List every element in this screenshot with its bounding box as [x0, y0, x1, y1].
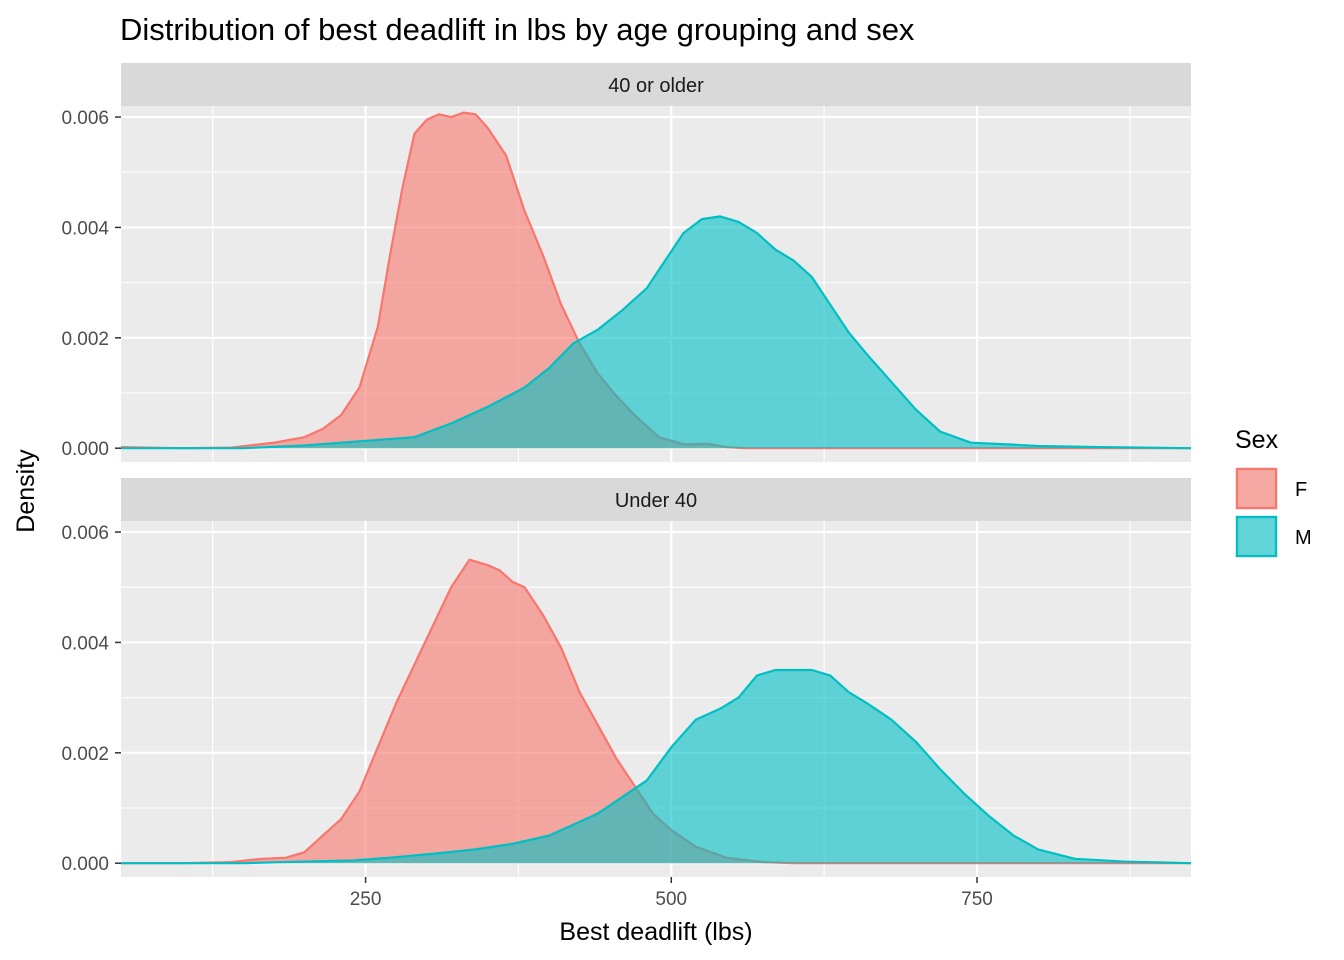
- y-axis-title: Density: [12, 449, 40, 533]
- y-tick-label: 0.002: [61, 329, 109, 350]
- density-area-M: [121, 216, 1191, 449]
- density-area-F: [121, 559, 1191, 864]
- density-line-M: [121, 215, 1192, 450]
- legend-title: Sex: [1235, 426, 1279, 454]
- chart-title: Distribution of best deadlift in lbs by …: [120, 12, 915, 47]
- y-tick-label: 0.006: [61, 108, 109, 129]
- legend-key-F: [1235, 467, 1278, 510]
- panel-40-or-older: 40 or older 0.000 0.002 0.004 0.006: [61, 63, 1192, 462]
- x-tick-label: 250: [350, 889, 382, 910]
- panel-under-40: Under 40 0.000 0.002 0.004 0.006: [61, 478, 1192, 877]
- y-tick-label: 0.004: [61, 633, 109, 654]
- x-axis: 250 500 750: [350, 877, 993, 910]
- legend: Sex FM: [1235, 426, 1312, 558]
- x-tick-label: 750: [961, 889, 993, 910]
- panel-series: [120, 111, 1192, 450]
- legend-key-M: [1235, 515, 1278, 558]
- strip-background: [121, 63, 1191, 106]
- strip-label-under-40: Under 40: [615, 490, 697, 512]
- panel-grid: [121, 521, 1191, 877]
- y-tick-label: 0.000: [61, 854, 109, 875]
- y-tick-label: 0.002: [61, 744, 109, 765]
- strip-label-40-or-older: 40 or older: [608, 75, 704, 97]
- y-axis: 0.000 0.002 0.004 0.006: [61, 523, 121, 875]
- density-area-F: [121, 112, 1191, 449]
- x-axis-title: Best deadlift (lbs): [559, 918, 752, 946]
- y-tick-label: 0.004: [61, 218, 109, 239]
- legend-label-M: M: [1295, 527, 1312, 549]
- density-area-M: [121, 670, 1191, 864]
- y-tick-label: 0.006: [61, 523, 109, 544]
- x-tick-label: 500: [655, 889, 687, 910]
- density-line-M: [121, 668, 1192, 865]
- y-axis: 0.000 0.002 0.004 0.006: [61, 108, 121, 460]
- legend-keys: FM: [1235, 467, 1312, 558]
- legend-label-F: F: [1295, 479, 1307, 501]
- strip-background: [121, 478, 1191, 521]
- y-tick-label: 0.000: [61, 439, 109, 460]
- panel-series: [121, 558, 1192, 865]
